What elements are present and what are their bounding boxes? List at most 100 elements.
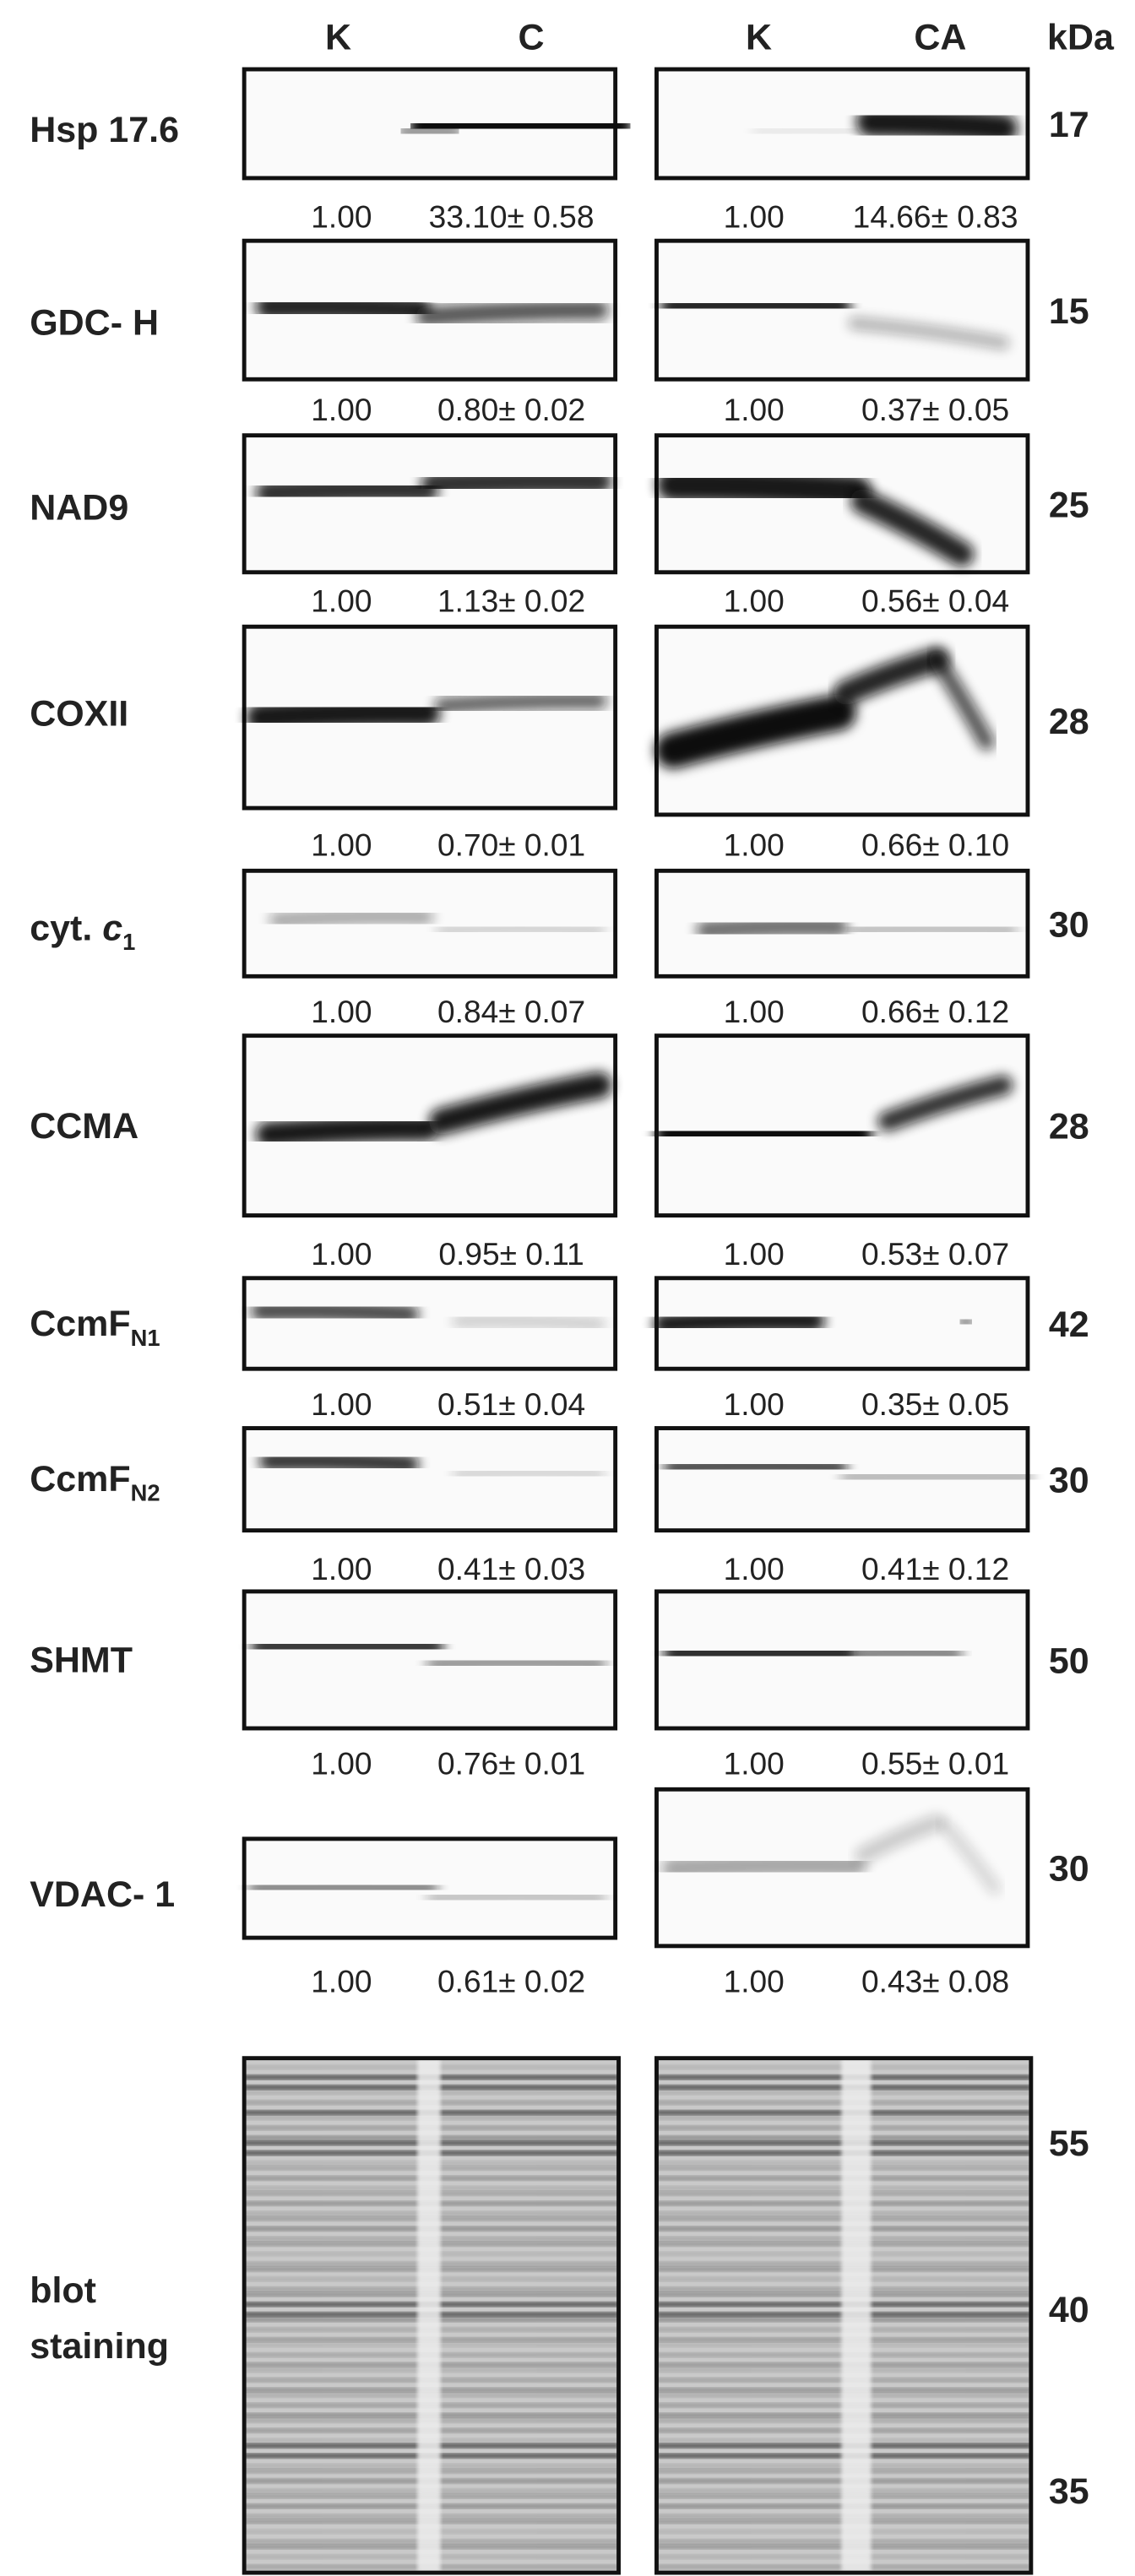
row-label: CCMA	[30, 1106, 138, 1147]
quant-value: 1.00	[724, 994, 785, 1029]
marker-label: 40	[1049, 2290, 1089, 2330]
kda-label: 15	[1049, 291, 1089, 332]
quant-value: 1.00	[311, 199, 372, 235]
band	[452, 1314, 606, 1331]
quant-value: 33.10± 0.58	[429, 199, 595, 235]
row-label: CcmFN1	[30, 1304, 160, 1351]
lane-label: K	[746, 18, 772, 58]
label-text: SHMT	[30, 1641, 133, 1681]
quant-value: 1.00	[311, 1386, 372, 1422]
band	[247, 1873, 439, 1902]
quant-value: 1.00	[311, 1964, 372, 1999]
row-label: SHMT	[30, 1641, 133, 1681]
band	[396, 117, 463, 144]
quant-value: 0.66± 0.12	[861, 994, 1009, 1029]
band	[415, 300, 609, 327]
quant-value: 0.66± 0.10	[861, 827, 1009, 863]
kda-label: 30	[1049, 1849, 1089, 1890]
band	[258, 1451, 420, 1475]
label-text: cyt.	[30, 908, 102, 948]
band	[660, 291, 851, 320]
band	[938, 1819, 1002, 1895]
quant-value: 1.00	[311, 827, 372, 863]
band	[409, 92, 633, 160]
band	[435, 921, 606, 937]
row-label: cyt. c1	[30, 908, 135, 955]
band	[663, 1634, 856, 1673]
quant-value: 1.00	[311, 392, 372, 427]
lane-gap	[841, 2058, 872, 2573]
band	[255, 476, 439, 507]
band	[452, 1466, 606, 1482]
band	[848, 921, 1018, 937]
band	[421, 468, 612, 498]
quant-value: 1.00	[724, 1236, 785, 1272]
label-text: NAD9	[30, 487, 128, 528]
quant-value: 0.95± 0.11	[438, 1236, 584, 1272]
band	[877, 1075, 1013, 1131]
kda-label: 28	[1049, 702, 1089, 742]
band	[246, 697, 441, 733]
stain-frame	[654, 2056, 1034, 2575]
quant-value: 1.00	[311, 1551, 372, 1586]
label-sub: 1	[122, 929, 135, 955]
lane-label: C	[519, 18, 545, 58]
kda-label: 17	[1049, 105, 1089, 145]
quant-value: 14.66± 0.83	[853, 199, 1018, 235]
row-label: VDAC- 1	[30, 1874, 175, 1915]
quant-value: 0.53± 0.07	[861, 1236, 1009, 1272]
band	[654, 694, 856, 769]
band	[928, 651, 995, 751]
row-label: CcmFN2	[30, 1459, 160, 1506]
quant-value: 1.00	[724, 1551, 785, 1586]
band	[255, 293, 431, 323]
band	[956, 1315, 975, 1328]
quant-value: 0.35± 0.05	[861, 1386, 1009, 1422]
band	[850, 489, 975, 567]
kda-label: 28	[1049, 1107, 1089, 1147]
row-label: GDC- H	[30, 303, 159, 344]
kda-label: 50	[1049, 1641, 1089, 1682]
band	[852, 1642, 964, 1664]
band	[250, 1627, 444, 1666]
marker-label: 55	[1049, 2123, 1089, 2164]
band	[255, 1114, 439, 1148]
quant-value: 1.00	[724, 199, 785, 235]
quant-value: 0.70± 0.01	[437, 827, 585, 863]
quant-value: 0.51± 0.04	[437, 1386, 585, 1422]
quant-value: 1.00	[724, 827, 785, 863]
label-text: VDAC- 1	[30, 1874, 175, 1915]
label-sub: N2	[131, 1479, 160, 1505]
unit-label: kDa	[1047, 18, 1115, 58]
band	[839, 1461, 1035, 1493]
band	[854, 1814, 946, 1864]
row-label: NAD9	[30, 487, 128, 528]
label-text: Hsp 17.6	[30, 110, 179, 150]
band	[656, 468, 872, 508]
band	[654, 1114, 873, 1153]
label-sub: N1	[131, 1325, 160, 1351]
quant-value: 1.13± 0.02	[437, 583, 585, 619]
kda-label: 42	[1049, 1304, 1089, 1345]
quant-value: 1.00	[311, 1236, 372, 1272]
band	[653, 1309, 825, 1337]
quant-value: 1.00	[311, 994, 372, 1029]
quant-value: 1.00	[311, 583, 372, 619]
stain-label: blot	[30, 2270, 96, 2311]
band	[426, 1888, 607, 1906]
label-text: CcmF	[30, 1304, 130, 1344]
stain-bands	[656, 2058, 1031, 2573]
label-italic: c	[102, 908, 122, 948]
marker-label: 35	[1049, 2471, 1089, 2512]
lane-gap	[417, 2058, 441, 2573]
quant-value: 1.00	[724, 583, 785, 619]
band	[696, 916, 849, 941]
quant-value: 0.80± 0.02	[437, 392, 585, 427]
kda-label: 30	[1049, 904, 1089, 945]
band	[433, 692, 607, 714]
band	[426, 1654, 607, 1673]
quant-value: 1.00	[724, 1386, 785, 1422]
kda-label: 25	[1049, 485, 1089, 525]
stain-label: staining	[30, 2326, 169, 2367]
